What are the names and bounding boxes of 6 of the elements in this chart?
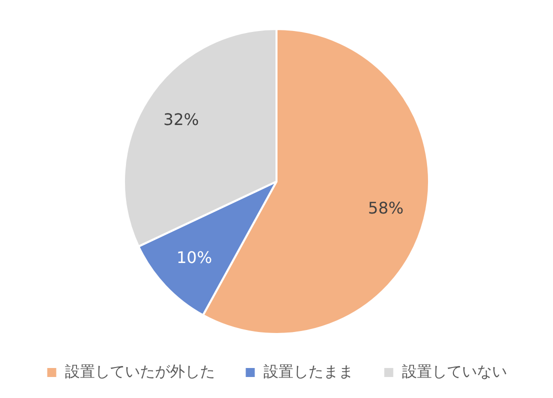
data-label: 10% (176, 248, 212, 267)
legend-label: 設置したまま (263, 362, 354, 380)
data-label: 32% (163, 110, 199, 130)
legend-label: 設置していない (402, 362, 507, 380)
data-label: 58% (368, 198, 404, 218)
legend-label: 設置していたが外した (64, 362, 215, 380)
